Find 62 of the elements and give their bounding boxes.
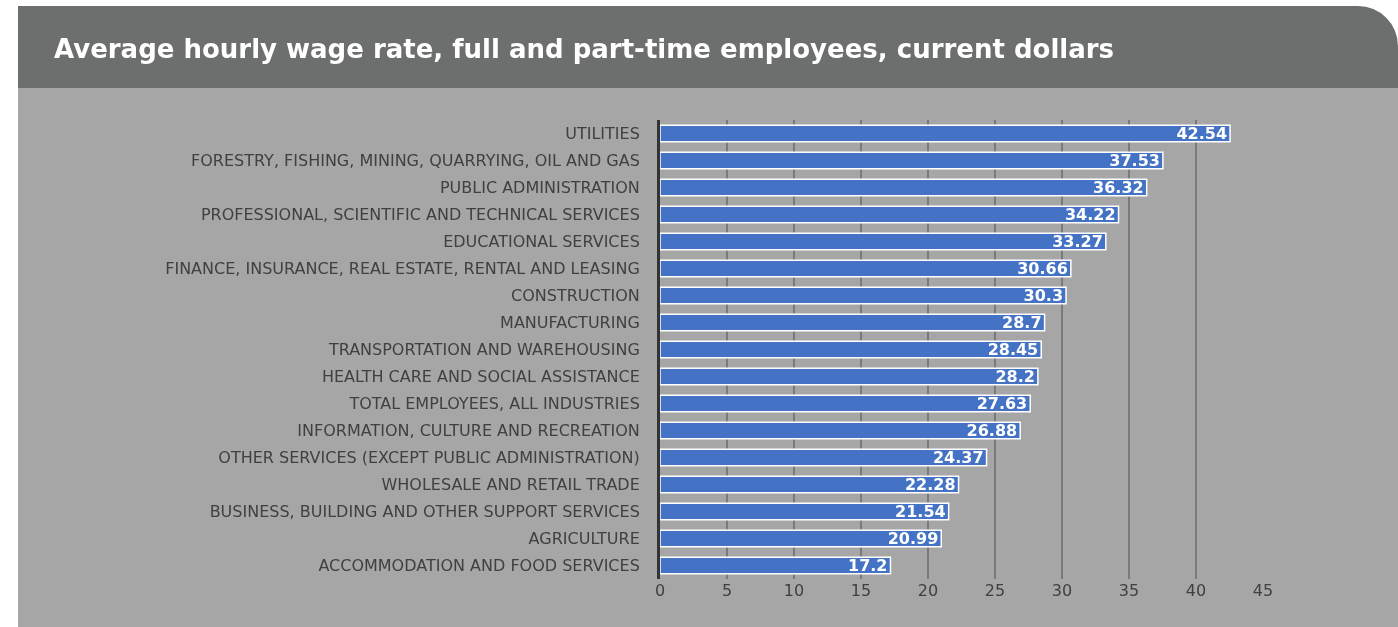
y-tick-label: TRANSPORTATION AND WAREHOUSING bbox=[327, 340, 640, 360]
y-tick-label: CONSTRUCTION bbox=[511, 286, 640, 306]
data-label: 37.53 bbox=[1109, 151, 1160, 170]
data-label: 30.3 bbox=[1023, 286, 1064, 305]
data-label: 34.22 bbox=[1064, 205, 1116, 224]
y-tick-label: FORESTRY, FISHING, MINING, QUARRYING, OIL AND GAS bbox=[191, 151, 640, 171]
data-label: 27.63 bbox=[976, 394, 1028, 413]
data-label: 42.54 bbox=[1176, 124, 1228, 143]
y-tick-label: PUBLIC ADMINISTRATION bbox=[439, 178, 640, 198]
data-label: 26.88 bbox=[966, 421, 1018, 440]
x-tick-label: 35 bbox=[1118, 581, 1140, 600]
x-tick-label: 20 bbox=[917, 581, 939, 600]
data-label: 28.45 bbox=[987, 340, 1039, 359]
y-tick-label: MANUFACTURING bbox=[500, 313, 640, 333]
bar bbox=[660, 286, 1067, 305]
bar bbox=[660, 421, 1021, 440]
data-label: 24.37 bbox=[932, 448, 984, 467]
x-tick-label: 25 bbox=[984, 581, 1006, 600]
y-tick-label: FINANCE, INSURANCE, REAL ESTATE, RENTAL AND LEASING bbox=[165, 259, 640, 279]
x-tick-label: 40 bbox=[1185, 581, 1207, 600]
bar bbox=[660, 178, 1148, 197]
x-tick-label: 15 bbox=[850, 581, 872, 600]
y-tick-label: BUSINESS, BUILDING AND OTHER SUPPORT SERVICES bbox=[209, 502, 640, 522]
y-tick-label: UTILITIES bbox=[565, 124, 640, 144]
bar bbox=[660, 205, 1120, 224]
bar bbox=[660, 394, 1031, 413]
x-tick-label: 0 bbox=[654, 581, 666, 600]
bar bbox=[660, 151, 1164, 170]
y-tick-label: PROFESSIONAL, SCIENTIFIC AND TECHNICAL SERVICES bbox=[200, 205, 640, 225]
x-tick-label: 10 bbox=[783, 581, 805, 600]
y-tick-label: TOTAL EMPLOYEES, ALL INDUSTRIES bbox=[348, 394, 640, 414]
x-tick-label: 5 bbox=[721, 581, 733, 600]
y-tick-label: ACCOMMODATION AND FOOD SERVICES bbox=[318, 556, 640, 576]
bar bbox=[660, 448, 988, 467]
data-label: 36.32 bbox=[1093, 178, 1144, 197]
bar bbox=[660, 529, 943, 548]
bar bbox=[660, 502, 950, 521]
bar bbox=[660, 475, 960, 494]
y-tick-label: OTHER SERVICES (EXCEPT PUBLIC ADMINISTRATION) bbox=[218, 448, 640, 468]
y-tick-label: WHOLESALE AND RETAIL TRADE bbox=[381, 475, 640, 495]
data-label: 28.2 bbox=[995, 367, 1035, 386]
bar bbox=[660, 313, 1046, 332]
y-tick-label: AGRICULTURE bbox=[528, 529, 640, 549]
chart-title: Average hourly wage rate, full and part-time employees, current dollars bbox=[18, 6, 1398, 88]
data-label: 22.28 bbox=[904, 475, 956, 494]
x-tick-label: 45 bbox=[1252, 581, 1274, 600]
bar bbox=[660, 232, 1107, 251]
y-tick-label: HEALTH CARE AND SOCIAL ASSISTANCE bbox=[321, 367, 640, 387]
data-label: 30.66 bbox=[1017, 259, 1068, 278]
bar bbox=[660, 367, 1039, 386]
bar bbox=[660, 556, 892, 575]
data-label: 20.99 bbox=[887, 529, 939, 548]
data-label: 17.2 bbox=[848, 556, 888, 575]
data-label: 21.54 bbox=[895, 502, 946, 521]
x-tick-label: 30 bbox=[1051, 581, 1073, 600]
data-label: 33.27 bbox=[1052, 232, 1103, 251]
bar bbox=[660, 124, 1231, 143]
bar bbox=[660, 259, 1072, 278]
bar bbox=[660, 340, 1042, 359]
y-tick-label: EDUCATIONAL SERVICES bbox=[443, 232, 640, 252]
y-tick-label: INFORMATION, CULTURE AND RECREATION bbox=[297, 421, 640, 441]
data-label: 28.7 bbox=[1002, 313, 1042, 332]
